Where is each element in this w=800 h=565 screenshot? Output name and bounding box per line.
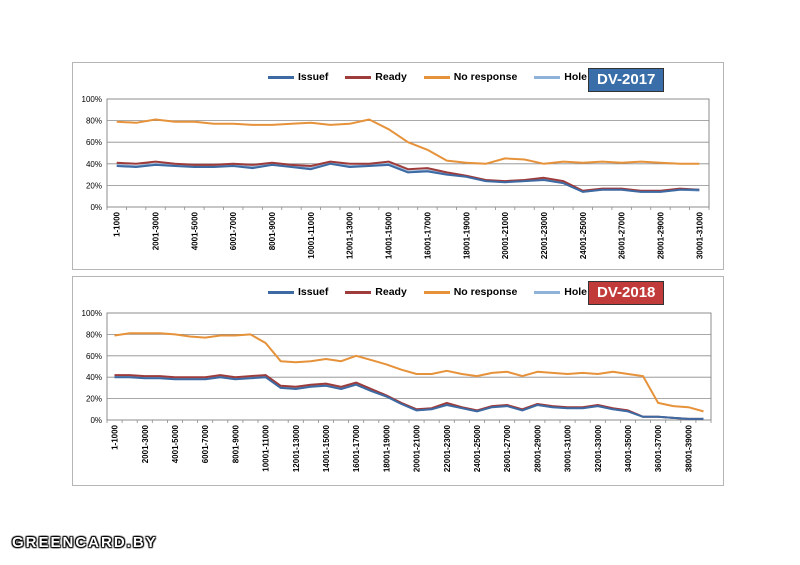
x-tick-label: 8001-9000 xyxy=(268,211,277,250)
x-tick-label: 20001-21000 xyxy=(413,424,422,472)
x-tick-label: 26001-27000 xyxy=(503,424,512,472)
series-line-ready xyxy=(114,374,704,420)
legend-item-issuef: Issuef xyxy=(268,71,328,83)
x-tick-label: 24001-25000 xyxy=(579,211,588,259)
x-tick-label: 14001-15000 xyxy=(385,211,394,259)
legend-item-no-response: No response xyxy=(423,286,517,298)
y-tick-label: 20% xyxy=(86,395,102,404)
legend-item-ready: Ready xyxy=(345,286,407,298)
x-tick-label: 1-1000 xyxy=(111,424,120,449)
x-tick-label: 28001-29000 xyxy=(533,424,542,472)
x-tick-label: 18001-19000 xyxy=(382,424,391,472)
y-tick-label: 40% xyxy=(86,160,102,169)
x-tick-label: 20001-21000 xyxy=(501,211,510,259)
series-line-no-response xyxy=(116,118,700,165)
y-tick-label: 80% xyxy=(86,117,102,126)
legend-item-issuef: Issuef xyxy=(268,286,328,298)
chart-panel-dv2018: 0% 20% 40% 60% 80% 100% 1-1000 2001-3000 4001-50… xyxy=(72,276,724,486)
y-tick-label: 0% xyxy=(90,203,102,212)
x-tick-label: 16001-17000 xyxy=(352,424,361,472)
x-tick-label: 1-1000 xyxy=(113,211,122,236)
x-tick-label: 22001-23000 xyxy=(443,424,452,472)
plot-area xyxy=(106,312,712,421)
chart-dv2018: 0% 20% 40% 60% 80% 100% 1-1000 2001-3000 4001-50… xyxy=(82,309,712,472)
x-tick-label: 16001-17000 xyxy=(423,211,432,259)
x-tick-label: 18001-19000 xyxy=(462,211,471,259)
series-line-issuef xyxy=(114,376,704,420)
x-tick-label: 26001-27000 xyxy=(618,211,627,259)
y-tick-label: 100% xyxy=(82,309,102,318)
legend-item-hole: Hole xyxy=(534,286,587,298)
watermark-logo: GREENCARD.BY xyxy=(12,534,158,551)
x-tick-label: 12001-13000 xyxy=(292,424,301,472)
y-tick-label: 100% xyxy=(82,95,102,104)
chart-dv2017: 0% 20% 40% 60% 80% 100% 1-1000 2001-3000 4001-50… xyxy=(82,95,710,259)
x-tick-label: 30001-31000 xyxy=(695,211,704,259)
y-tick-label: 40% xyxy=(86,373,102,382)
x-tick-label: 14001-15000 xyxy=(322,424,331,472)
x-tick-label: 38001-39000 xyxy=(684,424,693,472)
badge-dv2018: DV-2018 xyxy=(588,281,665,305)
x-tick-label: 22001-23000 xyxy=(540,211,549,259)
chart-panel-dv2017: 0% 20% 40% 60% 80% 100% 1-1000 2001-3000 4001-50… xyxy=(72,62,724,270)
x-tick-label: 6001-7000 xyxy=(201,424,210,463)
y-tick-label: 20% xyxy=(86,181,102,190)
x-tick-label: 8001-9000 xyxy=(231,424,240,463)
plot-area xyxy=(106,98,710,208)
series-line-issuef xyxy=(116,162,700,193)
legend-dv2018: Issuef Ready No response Hole xyxy=(268,286,601,298)
x-tick-label: 12001-13000 xyxy=(346,211,355,259)
x-tick-label: 28001-29000 xyxy=(656,211,665,259)
badge-dv2017: DV-2017 xyxy=(588,68,665,92)
x-tick-label: 32001-33000 xyxy=(594,424,603,472)
x-tick-label: 4001-5000 xyxy=(171,424,180,463)
y-tick-label: 80% xyxy=(86,330,102,339)
legend-item-no-response: No response xyxy=(423,71,517,83)
x-tick-label: 24001-25000 xyxy=(473,424,482,472)
x-tick-label: 2001-3000 xyxy=(141,424,150,463)
x-tick-label: 4001-5000 xyxy=(190,211,199,250)
series-line-ready xyxy=(116,160,700,192)
x-tick-label: 36001-37000 xyxy=(654,424,663,472)
legend-item-ready: Ready xyxy=(345,71,407,83)
x-tick-label: 6001-7000 xyxy=(229,211,238,250)
y-tick-label: 0% xyxy=(90,416,102,425)
y-tick-label: 60% xyxy=(86,138,102,147)
x-tick-label: 30001-31000 xyxy=(564,424,573,472)
y-tick-label: 60% xyxy=(86,352,102,361)
x-tick-label: 34001-35000 xyxy=(624,424,633,472)
x-tick-label: 10001-11000 xyxy=(307,211,316,258)
legend-dv2017: Issuef Ready No response Hole xyxy=(268,71,601,83)
x-tick-label: 10001-11000 xyxy=(262,424,271,471)
legend-item-hole: Hole xyxy=(534,71,587,83)
series-line-no-response xyxy=(114,332,704,413)
x-tick-label: 2001-3000 xyxy=(152,211,161,250)
